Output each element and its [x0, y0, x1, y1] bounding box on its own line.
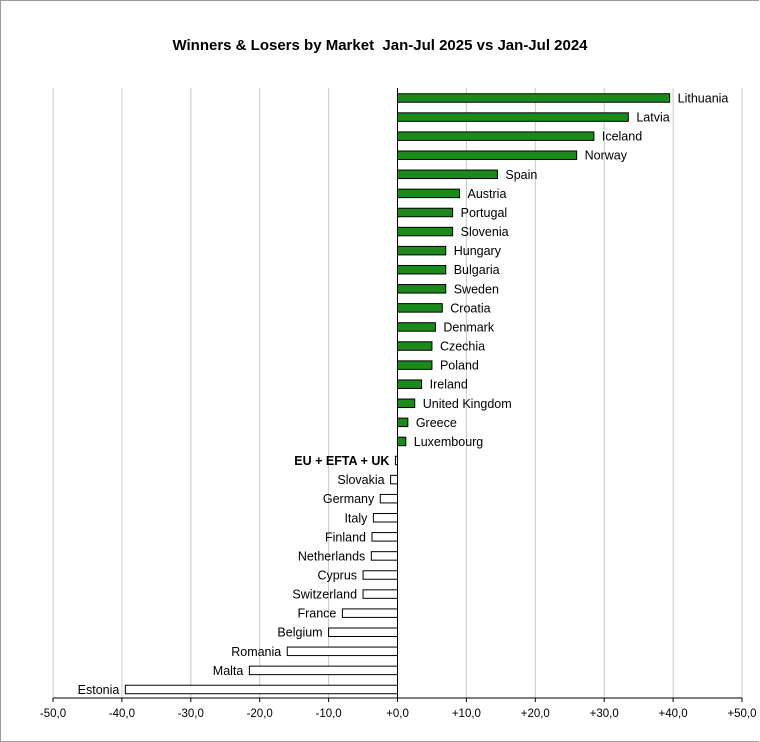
bar-cyprus	[362, 570, 398, 580]
bar-slovenia	[397, 226, 454, 237]
x-tick-label: -20,0	[247, 708, 273, 720]
category-label: Ireland	[430, 378, 468, 392]
bar-italy	[372, 513, 399, 523]
bar-luxembourg	[397, 436, 407, 447]
gridlines	[52, 88, 743, 698]
x-tick-label: +20,0	[521, 708, 550, 720]
bar-malta	[248, 665, 398, 676]
bar-denmark	[397, 322, 436, 332]
category-label: Denmark	[443, 320, 494, 334]
category-label: Czechia	[440, 340, 485, 354]
category-label: Finland	[325, 530, 366, 544]
bar-slovakia	[390, 474, 398, 485]
bar-greece	[397, 417, 409, 428]
bar-romania	[286, 646, 399, 657]
x-tick-label: -40,0	[109, 708, 135, 720]
bar-finland	[371, 532, 398, 542]
bar-portugal	[397, 207, 454, 218]
bars	[124, 93, 671, 695]
category-label: Poland	[440, 359, 479, 373]
bar-ireland	[397, 379, 423, 389]
category-label: Romania	[231, 645, 281, 659]
category-label: Spain	[505, 168, 537, 182]
bar-austria	[397, 188, 461, 199]
bar-norway	[397, 150, 578, 160]
x-tick-label: +10,0	[452, 708, 481, 720]
category-label: Croatia	[450, 301, 490, 315]
x-tick-label: +50,0	[727, 708, 756, 720]
x-tick-label: +40,0	[659, 708, 688, 720]
category-label: Slovenia	[461, 225, 509, 239]
category-label: Italy	[344, 511, 368, 525]
category-label: Sweden	[454, 282, 499, 296]
bar-bulgaria	[397, 264, 447, 275]
category-label: Luxembourg	[414, 435, 484, 449]
bar-france	[341, 608, 399, 618]
category-label: Iceland	[602, 130, 642, 144]
bar-latvia	[397, 112, 629, 122]
x-tick-label: +0,0	[386, 708, 409, 720]
bar-germany	[379, 493, 398, 504]
category-label: Malta	[213, 664, 244, 678]
bar-sweden	[397, 284, 447, 294]
x-tick-label: -10,0	[315, 708, 341, 720]
bar-estonia	[124, 684, 398, 695]
x-tick-label: +30,0	[590, 708, 619, 720]
category-labels: Lithuania Latvia Iceland Norway Spain Austria…	[78, 92, 729, 697]
category-label: Portugal	[461, 206, 508, 220]
category-label: Switzerland	[292, 588, 357, 602]
bar-switzerland	[362, 589, 398, 599]
category-label: Hungary	[454, 244, 502, 258]
category-label: Slovakia	[337, 473, 384, 487]
bar-united-kingdom	[397, 398, 416, 409]
category-label: Bulgaria	[454, 263, 500, 277]
x-tick-label: -50,0	[40, 708, 66, 720]
bar-lithuania	[397, 93, 671, 103]
category-label: Norway	[585, 149, 628, 163]
bar-czechia	[397, 341, 433, 351]
bar-hungary	[397, 245, 447, 256]
bar-croatia	[397, 303, 443, 313]
category-label: Belgium	[277, 626, 322, 640]
category-label: Germany	[323, 492, 375, 506]
bar-poland	[397, 360, 433, 370]
category-label: Austria	[468, 187, 507, 201]
x-tick-label: -30,0	[178, 708, 204, 720]
category-label: Estonia	[78, 683, 120, 697]
bar-spain	[397, 169, 498, 180]
category-label: United Kingdom	[423, 397, 512, 411]
bar-belgium	[328, 627, 399, 637]
category-label: EU + EFTA + UK	[294, 454, 389, 468]
bar-netherlands	[370, 551, 398, 561]
x-axis: -50,0 -40,0 -30,0 -20,0 -10,0 +0,0 +10,0 +20,0 +…	[40, 88, 757, 720]
chart-title: Winners & Losers by Market Jan-Jul 2025 …	[172, 37, 588, 54]
category-label: Netherlands	[298, 549, 365, 563]
category-label: Latvia	[636, 111, 669, 125]
category-label: Greece	[416, 416, 457, 430]
category-label: France	[297, 607, 336, 621]
bar-iceland	[397, 131, 595, 141]
category-label: Cyprus	[317, 569, 357, 583]
category-label: Lithuania	[678, 92, 729, 106]
